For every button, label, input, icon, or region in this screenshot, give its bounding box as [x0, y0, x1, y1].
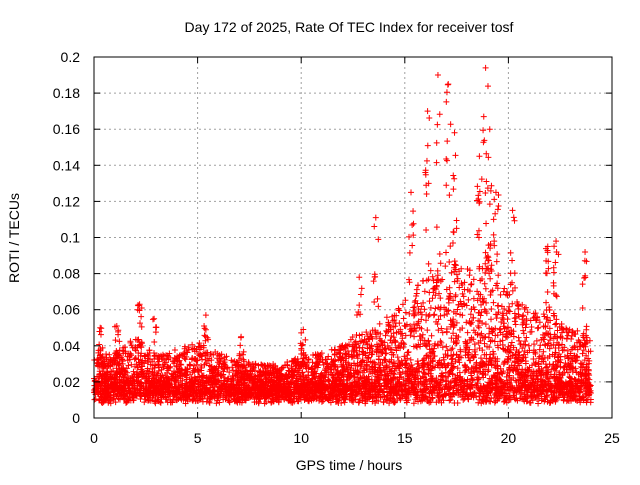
data-point: [384, 314, 390, 320]
data-point: [519, 316, 525, 322]
data-point: [535, 325, 541, 331]
data-point: [465, 297, 471, 303]
data-point: [415, 361, 421, 367]
data-point: [465, 330, 471, 336]
data-point: [411, 334, 417, 340]
data-point: [401, 315, 407, 321]
data-point: [588, 399, 594, 405]
data-point: [377, 321, 383, 327]
data-point: [399, 335, 405, 341]
data-point: [520, 312, 526, 318]
data-point: [106, 352, 112, 358]
data-point: [427, 298, 433, 304]
data-point: [512, 318, 518, 324]
data-point: [440, 344, 446, 350]
data-point: [488, 316, 494, 322]
data-point: [497, 327, 503, 333]
chart-title: Day 172 of 2025, Rate Of TEC Index for r…: [185, 19, 514, 35]
data-point: [172, 347, 178, 353]
data-point: [482, 334, 488, 340]
data-point: [407, 332, 413, 338]
data-point: [435, 268, 441, 274]
data-point: [516, 335, 522, 341]
data-point: [478, 331, 484, 337]
data-point: [428, 305, 434, 311]
data-point: [534, 338, 540, 344]
data-point: [565, 333, 571, 339]
data-point: [495, 303, 501, 309]
data-point: [537, 342, 543, 348]
data-point: [443, 344, 449, 350]
data-point: [499, 315, 505, 321]
data-point: [486, 335, 492, 341]
data-point: [535, 401, 541, 407]
data-point: [325, 353, 331, 359]
data-point: [424, 327, 430, 333]
data-point: [513, 315, 519, 321]
data-point: [564, 336, 570, 342]
data-point: [421, 306, 427, 312]
data-point: [527, 329, 533, 335]
data-point: [415, 282, 421, 288]
data-point: [357, 345, 363, 351]
data-point: [498, 292, 504, 298]
data-point: [455, 400, 461, 406]
data-point: [383, 333, 389, 339]
data-point: [487, 276, 493, 282]
data-point: [501, 320, 507, 326]
data-point: [561, 398, 567, 404]
data-point: [483, 286, 489, 292]
data-point: [535, 325, 541, 331]
data-point: [494, 315, 500, 321]
data-point: [509, 339, 515, 345]
data-point: [468, 282, 474, 288]
data-points: [91, 65, 594, 407]
data-point: [483, 321, 489, 327]
data-point: [431, 312, 437, 318]
data-point: [446, 259, 452, 265]
data-point: [194, 362, 200, 368]
data-point: [436, 291, 442, 297]
data-point: [438, 260, 444, 266]
data-point: [408, 357, 414, 363]
data-point: [501, 285, 507, 291]
data-point: [513, 322, 519, 328]
data-point: [463, 363, 469, 369]
data-point: [130, 369, 136, 375]
data-point: [356, 332, 362, 338]
data-point: [463, 340, 469, 346]
data-point: [429, 333, 435, 339]
data-point: [431, 311, 437, 317]
data-point: [482, 281, 488, 287]
data-point: [428, 268, 434, 274]
data-point: [383, 357, 389, 363]
data-point: [92, 397, 98, 403]
data-point: [489, 262, 495, 268]
data-point: [432, 306, 438, 312]
data-point: [403, 310, 409, 316]
data-point: [442, 263, 448, 269]
data-point: [430, 295, 436, 301]
data-point: [406, 349, 412, 355]
data-point: [420, 332, 426, 338]
data-point: [472, 341, 478, 347]
data-point: [466, 272, 472, 278]
data-point: [437, 295, 443, 301]
data-point: [505, 316, 511, 322]
data-point: [501, 360, 507, 366]
data-point: [422, 288, 428, 294]
data-point: [519, 366, 525, 372]
data-point: [500, 342, 506, 348]
data-point: [474, 288, 480, 294]
data-point: [452, 262, 458, 268]
data-point: [258, 362, 264, 368]
data-point: [490, 300, 496, 306]
